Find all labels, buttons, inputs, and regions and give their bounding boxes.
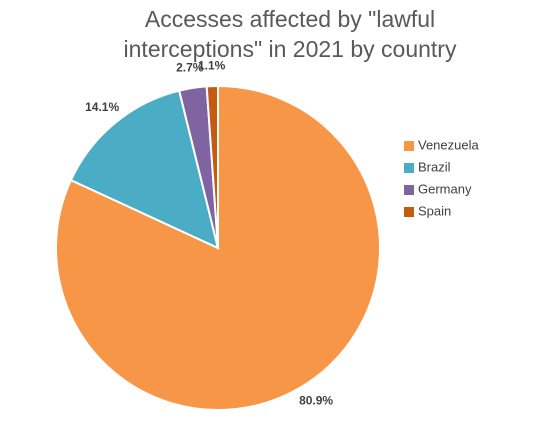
legend-swatch (404, 163, 414, 173)
pie-slice (205, 84, 219, 249)
chart-title: Accesses affected by "lawful interceptio… (123, 6, 457, 62)
value-label: 80.9% (299, 393, 333, 407)
legend-label: Germany (418, 181, 472, 196)
legend-label: Venezuela (418, 137, 479, 152)
legend-swatch (404, 207, 414, 217)
pie-slice (69, 89, 220, 250)
legend-swatch (404, 141, 414, 151)
legend-label: Brazil (418, 159, 451, 174)
value-label: 1.1% (198, 58, 226, 72)
legend-swatch (404, 185, 414, 195)
value-label: 2.7% (176, 60, 204, 74)
value-label: 14.1% (85, 100, 119, 114)
legend-label: Spain (418, 203, 451, 218)
